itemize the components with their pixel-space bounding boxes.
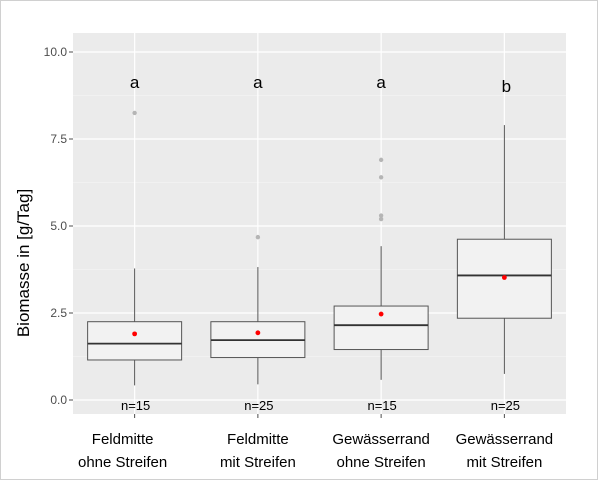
y-tick-label: 0.0 bbox=[50, 393, 67, 407]
mean-point bbox=[501, 275, 507, 280]
outlier-point bbox=[132, 110, 137, 116]
outlier-point bbox=[378, 175, 384, 180]
y-tick-label: 7.5 bbox=[50, 132, 67, 146]
mean-point bbox=[255, 330, 261, 336]
category-label-line2: mit Streifen bbox=[466, 454, 542, 471]
category-label-line2: ohne Streifen bbox=[337, 454, 426, 471]
sample-size-label: n=15 bbox=[121, 398, 150, 413]
outlier-point bbox=[378, 157, 384, 163]
significance-letter: a bbox=[376, 73, 386, 92]
significance-letter: b bbox=[502, 77, 511, 96]
category-label-line1: Gewässerrand bbox=[332, 431, 430, 448]
significance-letter: a bbox=[130, 73, 140, 92]
category-label-line1: Feldmitte bbox=[227, 431, 289, 448]
outlier-point bbox=[378, 213, 384, 218]
mean-point bbox=[132, 331, 138, 337]
significance-letter: a bbox=[253, 73, 263, 92]
box-iqr bbox=[87, 321, 183, 361]
y-axis-label: Biomasse in [g/Tag] bbox=[14, 189, 33, 337]
axes: 0.0 2.5 5.0 7.5 10.0 bbox=[44, 45, 505, 418]
sample-size-label: n=25 bbox=[491, 398, 520, 413]
box-group bbox=[456, 125, 552, 374]
y-tick-label: 5.0 bbox=[50, 219, 67, 233]
sample-size-label: n=15 bbox=[367, 398, 396, 413]
category-label-line1: Gewässerrand bbox=[456, 431, 554, 448]
y-tick-label: 10.0 bbox=[44, 45, 68, 59]
sample-size-label: n=25 bbox=[244, 398, 273, 413]
category-label-line2: ohne Streifen bbox=[78, 454, 167, 471]
outlier-point bbox=[378, 216, 384, 222]
box-group bbox=[87, 110, 183, 386]
outlier-point bbox=[255, 234, 261, 240]
box-group bbox=[333, 157, 429, 380]
category-label-line1: Feldmitte bbox=[92, 431, 154, 448]
y-tick-label: 2.5 bbox=[50, 306, 67, 320]
box-group bbox=[210, 234, 306, 385]
annotations: a n=15 Feldmitte ohne Streifen a n=25 Feldmitt… bbox=[78, 73, 553, 471]
boxes bbox=[87, 110, 552, 386]
mean-point bbox=[378, 311, 384, 317]
category-label-line2: mit Streifen bbox=[220, 454, 296, 471]
